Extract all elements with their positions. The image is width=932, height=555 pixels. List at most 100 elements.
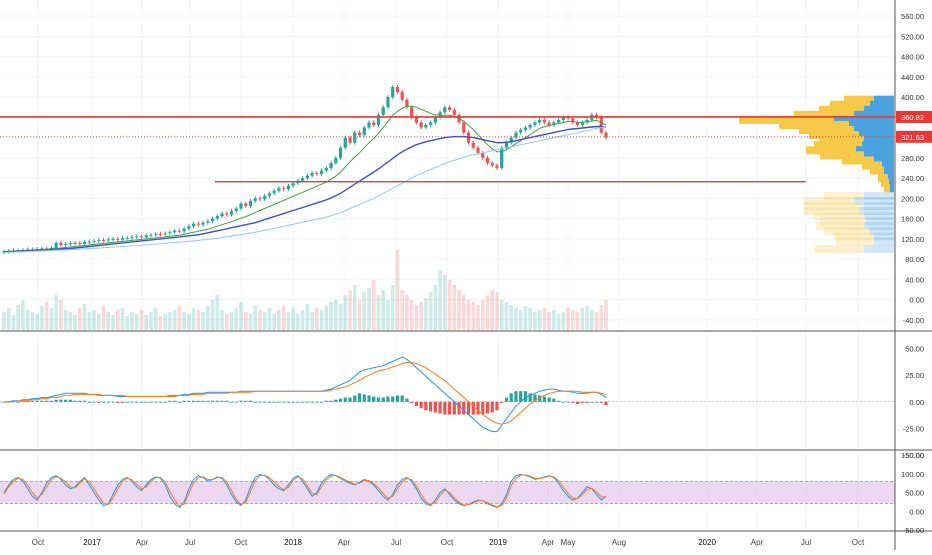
volume-profile-buy — [866, 217, 894, 226]
volume-bar — [471, 302, 476, 330]
price-axis-tick: 280.00 — [901, 154, 924, 163]
macd-histogram-bar — [163, 401, 167, 403]
volume-bar — [63, 310, 68, 330]
macd-histogram-bar — [528, 393, 532, 402]
volume-bar — [239, 302, 243, 330]
price-axis-tick: 440.00 — [901, 73, 924, 82]
volume-bar — [25, 310, 30, 330]
volume-bar — [466, 300, 471, 330]
volume-bar — [59, 300, 63, 330]
volume-bar — [229, 312, 234, 330]
volume-bar — [206, 306, 210, 330]
volume-profile-sell — [820, 217, 866, 226]
stochastic-axis-tick: -50.00 — [903, 526, 924, 535]
candle-body — [54, 242, 58, 248]
volume-bar — [168, 312, 172, 330]
volume-profile-buy — [869, 227, 894, 236]
volume-bar — [44, 302, 49, 330]
macd-histogram-bar — [97, 401, 101, 403]
candle-body — [357, 132, 362, 136]
macd-histogram-bar — [362, 394, 366, 402]
candle-body — [447, 107, 452, 110]
price-tag — [896, 110, 932, 123]
volume-bar — [428, 292, 433, 330]
macd-histogram-bar — [538, 395, 542, 402]
candle-body — [538, 119, 542, 123]
candle-body — [599, 117, 603, 133]
macd-histogram-bar — [519, 391, 523, 402]
volume-bar — [248, 314, 253, 330]
macd-histogram-bar — [225, 400, 229, 402]
volume-bar — [561, 312, 566, 330]
volume-profile — [739, 95, 894, 253]
volume-pane — [2, 250, 608, 330]
macd-histogram-bar — [571, 401, 575, 403]
candle-body — [533, 122, 537, 125]
stochastic-pane — [0, 473, 895, 509]
volume-profile-sell — [799, 126, 854, 135]
volume-profile-sell — [814, 212, 864, 221]
volume-profile-buy — [864, 151, 894, 160]
volume-profile-sell — [820, 151, 864, 160]
macd-histogram-bar — [106, 401, 110, 403]
candle-body — [343, 137, 347, 148]
macd-axis-tick: 25.00 — [905, 371, 924, 380]
moving-average-line — [3, 126, 607, 253]
volume-bar — [457, 290, 461, 330]
macd-histogram-bar — [87, 401, 91, 403]
candle-body — [196, 223, 200, 225]
volume-bar — [92, 310, 96, 330]
macd-histogram-bar — [590, 401, 594, 403]
volume-bar — [599, 305, 604, 330]
volume-bar — [177, 306, 182, 330]
price-axis-tick: 40.00 — [905, 275, 924, 284]
candle-body — [59, 242, 63, 245]
candle-body — [177, 230, 181, 232]
candle-body — [106, 239, 110, 241]
macd-histogram-bar — [481, 401, 485, 415]
volume-bar — [523, 306, 528, 330]
candle-body — [111, 238, 115, 240]
volume-bar — [575, 312, 580, 330]
volume-bar — [329, 302, 333, 330]
candle-body — [405, 99, 409, 108]
candle-body — [509, 137, 513, 143]
candle-body — [82, 241, 87, 244]
candle-body — [135, 236, 139, 238]
volume-profile-sell — [814, 245, 864, 253]
volume-bar — [504, 302, 509, 330]
candle-body — [139, 236, 144, 238]
volume-bar — [424, 298, 428, 330]
candle-body — [187, 226, 191, 229]
volume-profile-buy — [884, 166, 894, 175]
macd-histogram-bar — [556, 400, 561, 402]
candle-body — [229, 211, 234, 215]
candle-body — [244, 203, 248, 206]
candle-body — [386, 97, 390, 108]
candle-body — [258, 198, 262, 200]
candle-body — [462, 122, 466, 133]
candle-body — [201, 222, 205, 225]
macd-histogram-bar — [54, 399, 58, 402]
macd-histogram-bar — [30, 400, 35, 402]
macd-histogram-bar — [376, 397, 381, 402]
price-axis-tick: -40.00 — [903, 316, 924, 325]
candle-body — [301, 178, 305, 181]
volume-bar — [6, 308, 11, 330]
time-axis-tick: Oct — [852, 538, 865, 547]
candle-body — [220, 213, 224, 217]
macd-histogram-bar — [433, 401, 437, 413]
candle-body — [149, 234, 153, 236]
macd-histogram-bar — [561, 401, 565, 403]
volume-bar — [485, 295, 490, 330]
macd-histogram-bar — [419, 401, 423, 409]
macd-histogram-bar — [296, 401, 300, 403]
volume-bar — [414, 305, 419, 330]
volume-bar — [2, 312, 6, 330]
macd-histogram-bar — [144, 401, 148, 403]
volume-bar — [78, 308, 82, 330]
volume-bar — [82, 304, 87, 330]
volume-bar — [220, 310, 224, 330]
volume-bar — [182, 312, 186, 330]
